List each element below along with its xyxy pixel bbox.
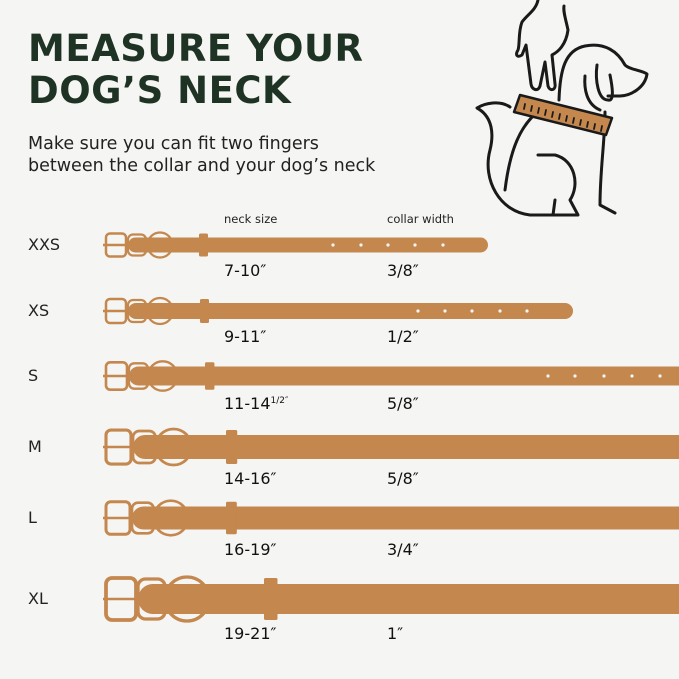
collar-width-value: 1/2″ — [387, 327, 419, 346]
collar-width-value: 3/8″ — [387, 260, 419, 280]
collar-strap — [133, 435, 679, 459]
collar-hole — [573, 374, 577, 378]
collar-strap — [128, 303, 573, 319]
collar-width-header: collar width — [387, 212, 454, 226]
size-label: S — [28, 366, 39, 385]
collar-hole — [658, 374, 662, 378]
neck-size-value: 7-10″ — [224, 261, 266, 280]
collar-hole — [443, 309, 447, 313]
collar-hole — [331, 243, 335, 247]
collar-s — [103, 360, 679, 392]
collar-hole — [546, 374, 550, 378]
collar-m — [103, 427, 679, 467]
collar-hole — [525, 309, 529, 313]
collar-strap — [132, 506, 679, 530]
collar-width-value: 3/4″ — [387, 539, 419, 559]
collar-hole — [413, 243, 417, 247]
collar-width-value: 5/8″ — [387, 469, 419, 488]
collar-hole — [630, 374, 634, 378]
collar-hole — [359, 243, 363, 247]
collar-keeper — [264, 578, 278, 620]
buckle — [104, 500, 132, 536]
collar-width-value: 5/8″ — [387, 393, 419, 413]
neck-size-text: 16-19″ — [224, 539, 277, 559]
size-label: XXS — [28, 235, 61, 254]
neck-size-text: 19-21″ — [224, 624, 277, 643]
page-title: MEASURE YOUR DOG’S NECK — [28, 28, 364, 112]
buckle — [104, 232, 128, 258]
collar-l — [103, 499, 679, 537]
neck-size-text: 14-16″ — [224, 469, 277, 488]
neck-size-text: 7-10″ — [224, 260, 267, 280]
neck-size-value: 19-21″ — [224, 624, 276, 643]
collar-xl — [103, 575, 679, 623]
collar-keeper — [226, 501, 237, 535]
size-label: M — [28, 437, 42, 456]
buckle — [104, 428, 133, 466]
collar-hole — [441, 243, 445, 247]
buckle — [104, 297, 128, 325]
collar-xs — [103, 296, 573, 326]
collar-keeper — [200, 299, 209, 323]
neck-size-value: 16-19″ — [224, 540, 276, 559]
subtitle: Make sure you can fit two fingers between… — [28, 133, 468, 177]
size-label: XL — [28, 589, 48, 608]
collar-strap — [138, 584, 679, 614]
neck-size-text: 11-14 — [224, 393, 271, 413]
neck-size-fraction: 1/2″ — [270, 395, 289, 406]
collar-hole — [498, 309, 502, 313]
hand-measuring-dog-neck-with-ruler-icon — [475, 0, 649, 217]
subtitle-line-1: Make sure you can fit two fingers — [28, 134, 319, 154]
subtitle-line-2: between the collar and your dog’s neck — [28, 156, 376, 176]
collar-keeper — [226, 430, 238, 464]
collar-hole — [416, 309, 420, 313]
collar-keeper — [199, 233, 208, 257]
buckle — [104, 360, 129, 392]
collar-keeper — [205, 362, 215, 390]
collar-strap — [129, 366, 679, 386]
neck-size-header: neck size — [224, 212, 278, 226]
title-line-2: DOG’S NECK — [28, 69, 292, 112]
collar-hole — [386, 243, 390, 247]
title-line-1: MEASURE YOUR — [28, 27, 364, 70]
collar-hole — [470, 309, 474, 313]
buckle — [104, 576, 138, 622]
neck-size-text: 9-11″ — [224, 327, 267, 346]
neck-size-value: 11-141/2″ — [224, 394, 288, 413]
neck-size-value: 14-16″ — [224, 469, 276, 488]
collar-width-value: 1″ — [387, 624, 404, 643]
size-label: L — [28, 508, 37, 527]
size-label: XS — [28, 301, 50, 320]
neck-size-value: 9-11″ — [224, 327, 266, 346]
collar-hole — [602, 374, 606, 378]
collar-xxs — [103, 231, 488, 259]
collar-strap — [128, 237, 488, 253]
